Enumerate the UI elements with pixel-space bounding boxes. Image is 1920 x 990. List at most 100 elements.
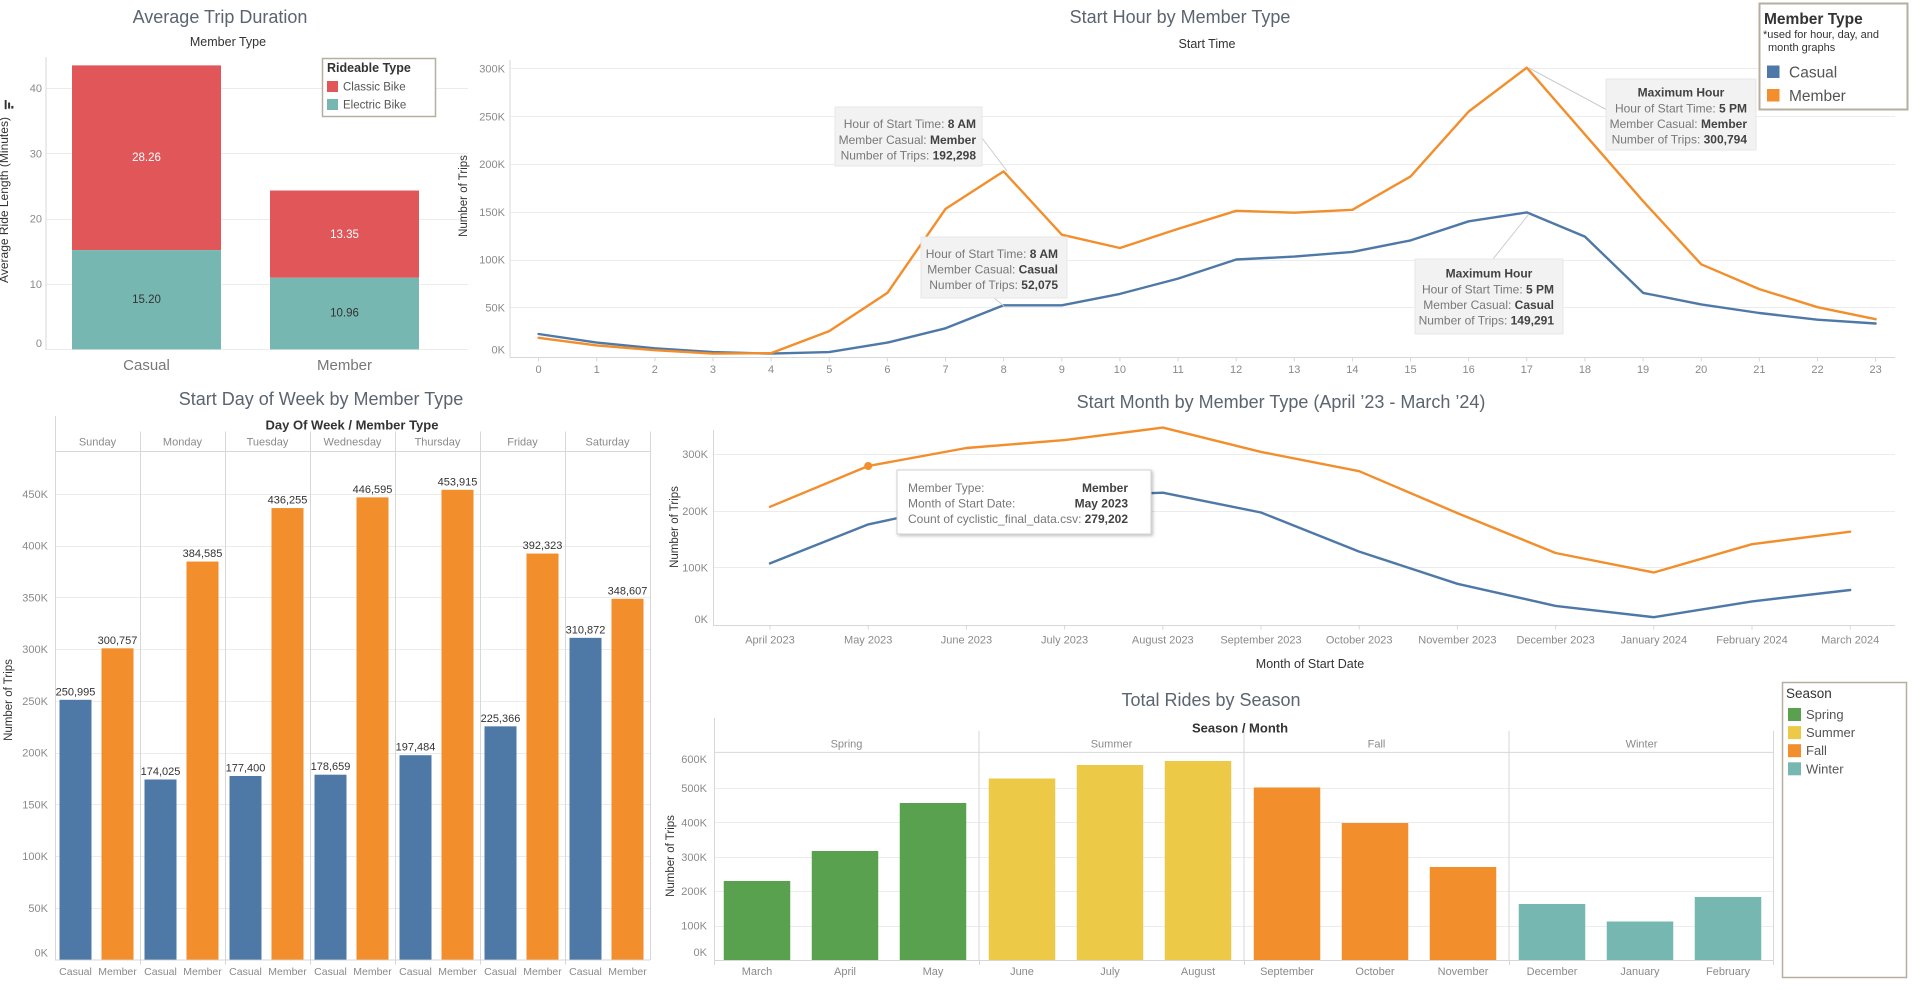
- svg-text:Number of Trips: Number of Trips: [665, 815, 677, 897]
- svg-text:300K: 300K: [681, 852, 707, 864]
- svg-text:7: 7: [942, 364, 948, 376]
- svg-text:month graphs: month graphs: [1768, 42, 1836, 54]
- svg-text:17: 17: [1521, 364, 1533, 376]
- svg-text:January: January: [1620, 966, 1660, 978]
- svg-text:October 2023: October 2023: [1326, 635, 1393, 647]
- svg-text:July 2023: July 2023: [1041, 635, 1088, 647]
- svg-text:21: 21: [1753, 364, 1765, 376]
- svg-text:Casual: Casual: [484, 966, 517, 978]
- svg-text:Tuesday: Tuesday: [247, 437, 289, 449]
- svg-text:Member Casual: Member: Member Casual: Member: [839, 133, 977, 147]
- svg-text:23: 23: [1869, 364, 1881, 376]
- svg-text:150K: 150K: [22, 799, 48, 811]
- svg-text:22: 22: [1811, 364, 1823, 376]
- svg-text:453,915: 453,915: [438, 476, 478, 488]
- svg-text:310,872: 310,872: [566, 624, 606, 636]
- svg-text:150K: 150K: [479, 207, 505, 219]
- svg-text:Season / Month: Season / Month: [1192, 721, 1288, 736]
- svg-text:Number of Trips: 192,298: Number of Trips: 192,298: [841, 149, 977, 163]
- svg-text:436,255: 436,255: [268, 495, 308, 507]
- svg-text:Number of Trips: Number of Trips: [458, 155, 470, 237]
- svg-text:Classic Bike: Classic Bike: [343, 82, 406, 94]
- svg-text:2: 2: [652, 364, 658, 376]
- svg-text:10.96: 10.96: [330, 308, 359, 320]
- svg-text:December: December: [1527, 966, 1578, 978]
- svg-text:200K: 200K: [682, 506, 708, 518]
- svg-text:Sunday: Sunday: [79, 437, 117, 449]
- svg-text:*used for hour, day, and: *used for hour, day, and: [1763, 29, 1879, 41]
- svg-text:9: 9: [1059, 364, 1065, 376]
- svg-text:200K: 200K: [22, 748, 48, 760]
- svg-text:Casual: Casual: [399, 966, 432, 978]
- svg-text:500K: 500K: [681, 783, 707, 795]
- svg-text:April 2023: April 2023: [745, 635, 795, 647]
- svg-text:300K: 300K: [682, 449, 708, 461]
- svg-text:178,659: 178,659: [311, 761, 351, 773]
- svg-text:5: 5: [826, 364, 832, 376]
- svg-text:10: 10: [30, 279, 42, 291]
- svg-text:Season: Season: [1786, 686, 1832, 701]
- svg-text:Electric Bike: Electric Bike: [343, 100, 406, 112]
- svg-text:50K: 50K: [28, 903, 48, 915]
- svg-text:11: 11: [1172, 364, 1183, 376]
- svg-text:0K: 0K: [694, 947, 708, 959]
- svg-text:Member: Member: [608, 966, 647, 978]
- svg-text:450K: 450K: [22, 489, 48, 501]
- svg-text:Winter: Winter: [1626, 739, 1658, 751]
- svg-text:Monday: Monday: [163, 437, 203, 449]
- svg-text:15: 15: [1404, 364, 1416, 376]
- svg-text:15.20: 15.20: [132, 294, 161, 306]
- svg-text:Casual: Casual: [229, 966, 262, 978]
- svg-text:1: 1: [594, 364, 600, 376]
- svg-text:November: November: [1438, 966, 1489, 978]
- svg-text:348,607: 348,607: [608, 585, 648, 597]
- svg-text:174,025: 174,025: [141, 766, 181, 778]
- svg-text:0K: 0K: [695, 614, 709, 626]
- svg-text:Member: Member: [183, 966, 222, 978]
- svg-text:50K: 50K: [485, 302, 505, 314]
- svg-text:Number of Trips: 149,291: Number of Trips: 149,291: [1419, 314, 1555, 328]
- svg-text:Friday: Friday: [507, 437, 538, 449]
- svg-text:Total Rides by Season: Total Rides by Season: [1121, 690, 1300, 710]
- svg-text:100K: 100K: [681, 921, 707, 933]
- svg-text:Member: Member: [523, 966, 562, 978]
- svg-text:June: June: [1010, 966, 1034, 978]
- svg-text:350K: 350K: [22, 592, 48, 604]
- svg-text:May: May: [923, 966, 944, 978]
- svg-text:Spring: Spring: [831, 739, 863, 751]
- svg-text:Member: Member: [353, 966, 392, 978]
- svg-text:13: 13: [1288, 364, 1300, 376]
- svg-text:4: 4: [768, 364, 774, 376]
- svg-text:Member Type: Member Type: [190, 35, 266, 49]
- svg-text:30: 30: [30, 148, 42, 160]
- svg-text:200K: 200K: [681, 886, 707, 898]
- svg-text:40: 40: [30, 83, 42, 95]
- svg-text:300K: 300K: [22, 644, 48, 656]
- svg-text:100K: 100K: [22, 851, 48, 863]
- svg-text:279,202: 279,202: [1085, 512, 1129, 526]
- svg-text:Rideable Type: Rideable Type: [327, 61, 411, 75]
- svg-text:13.35: 13.35: [330, 229, 359, 241]
- svg-text:Number of Trips: 300,794: Number of Trips: 300,794: [1612, 133, 1748, 147]
- svg-text:14: 14: [1346, 364, 1358, 376]
- svg-text:Maximum Hour: Maximum Hour: [1446, 267, 1533, 281]
- svg-text:10: 10: [1114, 364, 1126, 376]
- svg-text:Saturday: Saturday: [585, 437, 630, 449]
- svg-text:Spring: Spring: [1806, 707, 1844, 722]
- svg-text:August 2023: August 2023: [1132, 635, 1194, 647]
- svg-text:September 2023: September 2023: [1220, 635, 1301, 647]
- svg-text:August: August: [1181, 966, 1215, 978]
- svg-text:Start Hour by Member Type: Start Hour by Member Type: [1070, 7, 1291, 27]
- svg-text:Summer: Summer: [1806, 725, 1856, 740]
- svg-text:Start Day of Week by Member Ty: Start Day of Week by Member Type: [179, 389, 463, 409]
- svg-text:Casual: Casual: [314, 966, 347, 978]
- svg-text:Winter: Winter: [1806, 761, 1844, 776]
- svg-text:Average Trip Duration: Average Trip Duration: [133, 7, 308, 27]
- svg-text:Member: Member: [98, 966, 137, 978]
- svg-text:446,595: 446,595: [353, 484, 393, 496]
- svg-text:Member Casual: Member: Member Casual: Member: [1610, 117, 1748, 131]
- svg-text:20: 20: [30, 214, 42, 226]
- svg-text:0: 0: [36, 338, 42, 350]
- svg-text:250,995: 250,995: [56, 686, 96, 698]
- svg-text:300K: 300K: [479, 64, 505, 76]
